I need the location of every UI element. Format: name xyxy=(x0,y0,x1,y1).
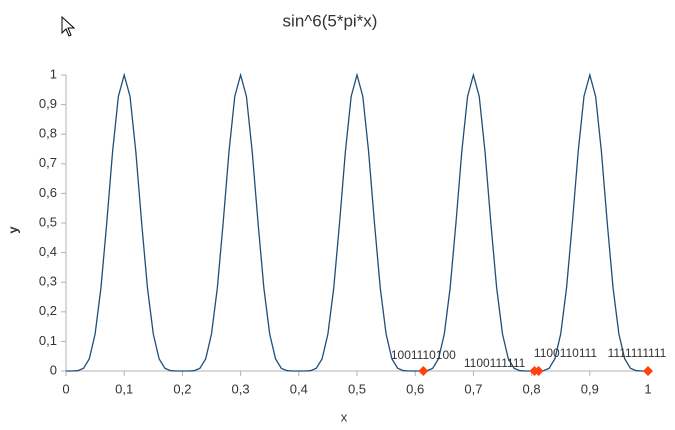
y-tick-label: 0,2 xyxy=(39,303,57,318)
y-tick-label: 0,5 xyxy=(39,214,57,229)
y-tick-label: 0,6 xyxy=(39,185,57,200)
point-marker xyxy=(643,366,653,376)
point-label: 1100111111 xyxy=(464,356,526,370)
line-series xyxy=(66,72,648,372)
x-tick-label: 0,5 xyxy=(348,381,366,396)
y-tick-label: 0,1 xyxy=(39,333,57,348)
x-tick-label: 0,7 xyxy=(464,381,482,396)
y-tick-label: 0,9 xyxy=(39,96,57,111)
y-axis-label: y xyxy=(5,226,20,234)
chart-title: sin^6(5*pi*x) xyxy=(283,11,378,30)
point-label: 1001110100 xyxy=(391,348,456,362)
y-tick-label: 0,3 xyxy=(39,274,57,289)
y-tick-label: 0,4 xyxy=(39,244,57,259)
x-tick-label: 0,6 xyxy=(406,381,424,396)
point-label: 1100110111 xyxy=(534,346,598,360)
x-tick-label: 0,8 xyxy=(523,381,541,396)
x-tick-label: 1 xyxy=(644,381,651,396)
point-marker xyxy=(418,366,429,376)
point-label: 1111111111 xyxy=(608,346,667,360)
x-tick-label: 0 xyxy=(62,381,69,396)
x-tick-label: 0,1 xyxy=(115,381,133,396)
point-marker xyxy=(529,366,540,376)
x-tick-label: 0,3 xyxy=(232,381,250,396)
y-tick-label: 0 xyxy=(50,362,57,377)
x-axis-label: x xyxy=(341,409,348,424)
cursor xyxy=(61,15,76,37)
y-tick-label: 0,8 xyxy=(39,126,57,141)
x-tick-label: 0,2 xyxy=(173,381,191,396)
x-tick-label: 0,4 xyxy=(290,381,308,396)
y-tick-label: 1 xyxy=(50,66,57,81)
x-tick-label: 0,9 xyxy=(581,381,599,396)
y-tick-label: 0,7 xyxy=(39,155,57,170)
